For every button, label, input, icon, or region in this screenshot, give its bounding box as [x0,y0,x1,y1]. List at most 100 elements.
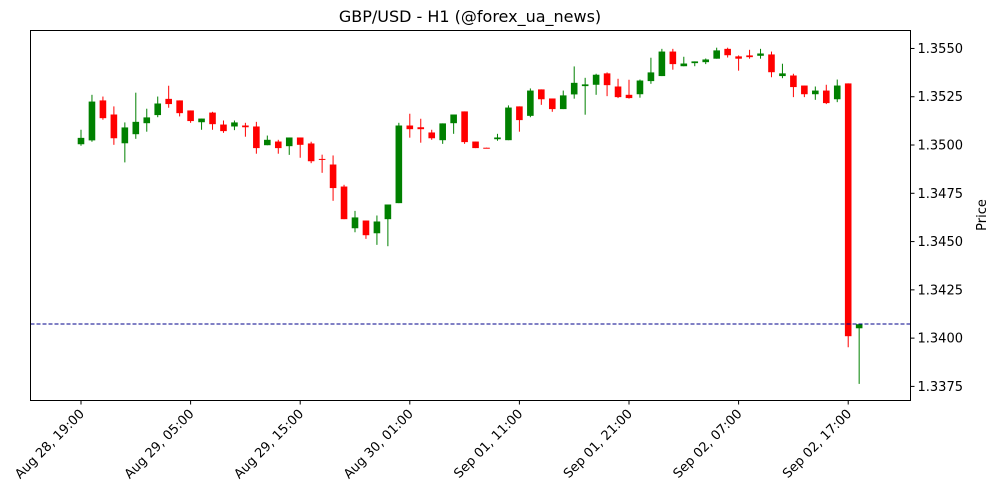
candle [691,61,699,67]
candle-body [154,103,162,116]
candle-body [855,324,863,329]
candle-body [318,158,326,160]
candle [658,48,666,77]
y-axis: 1.3375 1.3400 1.3425 1.3450 1.3475 1.3500 1.35… [910,42,964,395]
candle [264,135,271,146]
candle [614,78,622,99]
candle [702,58,710,65]
candle-body [176,100,183,114]
candle [428,129,436,140]
candle-body [516,106,523,121]
candle-body [220,124,227,132]
candle-body [735,56,742,59]
candle [88,94,96,142]
candle-body [702,59,710,63]
candle [77,129,85,146]
candle [680,56,688,67]
candle [406,113,414,138]
candle [636,79,644,98]
candle-body [527,90,534,116]
candle-body [592,74,600,85]
candle [822,84,830,105]
candle-body [209,112,216,125]
y-tick-label: 1.3375 [918,380,964,395]
candle-body [581,84,589,87]
candle-body [757,53,764,56]
candle [242,122,249,137]
candle-body [450,114,457,124]
candle-body [274,141,282,149]
candle [790,73,797,98]
candle [110,106,118,145]
candle [768,51,775,78]
candle [505,105,512,141]
candle [296,137,304,158]
x-tick-label: Aug 29, 05:00 [122,407,198,483]
x-axis: Aug 28, 19:00 Aug 29, 05:00 Aug 29, 15:00 A… [12,400,855,483]
candle [516,106,523,132]
candle [559,90,567,110]
candle-body [669,51,677,65]
y-axis-label: Price [975,199,990,231]
candle [154,96,162,118]
candle-body [570,82,578,95]
y-tick-label: 1.3475 [918,187,964,202]
candle-body [406,125,414,130]
candle-body [724,48,731,56]
candle-body [680,63,688,67]
candle-body [833,85,841,100]
candle-body [110,114,118,139]
candle [757,48,764,59]
candle [461,111,468,144]
candle-body [384,204,392,220]
candle [318,154,326,173]
candle-body [132,121,140,135]
candle [351,210,359,233]
candle [439,123,446,144]
candle-body [461,111,468,143]
candle-body [428,132,436,139]
candle [472,141,479,149]
candle-body [231,122,238,127]
candle [548,98,556,112]
candle [231,120,238,131]
candle [417,118,425,143]
candle [801,85,808,98]
candle-body [472,141,479,149]
candle [176,100,183,117]
candle-body [143,117,151,124]
candle-body [658,51,666,77]
candle-body [77,137,85,145]
candle [844,83,852,348]
candle [603,72,611,97]
candle-body [264,139,271,146]
candle [209,111,216,130]
candle [307,141,315,164]
y-tick-label: 1.3550 [918,42,964,57]
candle-body [253,126,260,149]
candle [735,55,742,71]
candle-body [691,61,699,64]
candle [340,184,348,220]
x-tick-label: Sep 01, 11:00 [451,407,526,482]
candle-body [165,98,172,105]
candle [165,85,172,108]
candle-body [746,55,753,58]
candle-body [187,110,194,122]
candle-body [307,143,315,162]
candle-body [603,73,611,86]
candle-body [417,127,425,130]
x-tick-label: Sep 01, 21:00 [561,407,636,482]
candle-body [198,118,205,123]
candle [362,220,370,239]
candle-body [483,147,490,149]
candle [581,77,589,115]
candle-body [768,54,775,73]
candle-body [99,100,107,119]
candle [538,89,545,105]
candle [812,86,819,100]
candle-body [779,73,786,77]
candle [285,137,293,155]
candle-body [801,85,808,95]
